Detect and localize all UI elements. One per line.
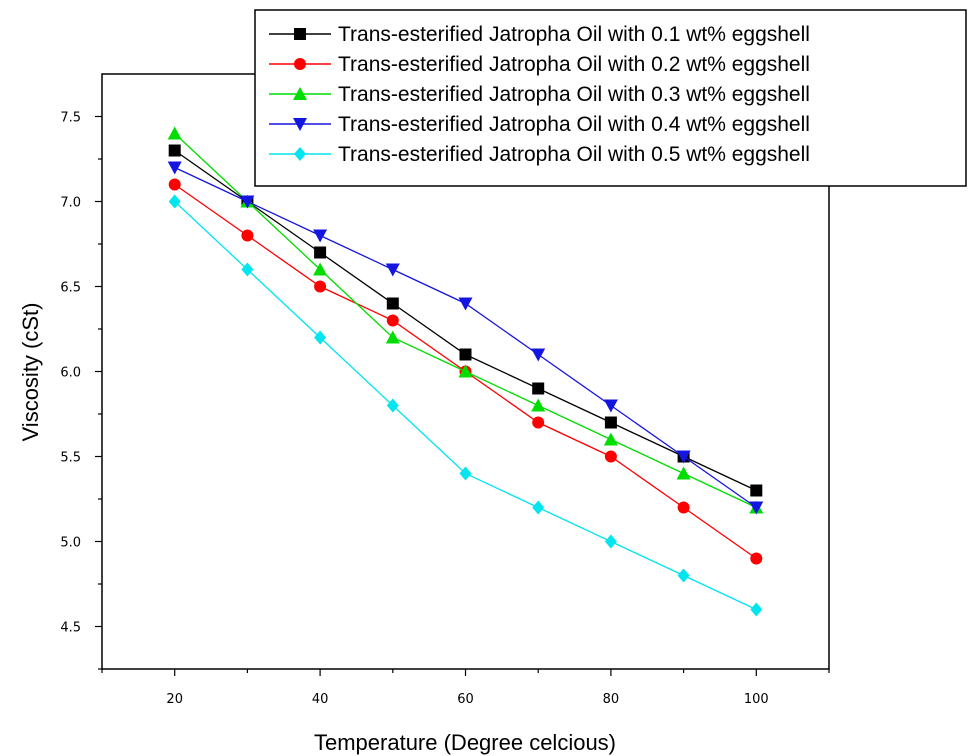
data-point (531, 348, 546, 362)
data-point (750, 602, 763, 617)
x-axis-title: Temperature (Degree celcious) (314, 730, 616, 755)
legend-label: Trans-esterified Jatropha Oil with 0.4 w… (338, 113, 810, 136)
x-tick-label: 20 (166, 692, 183, 707)
y-tick-label: 5.5 (60, 451, 81, 466)
data-point (750, 484, 763, 497)
y-tick-label: 7.0 (60, 196, 81, 211)
data-point (386, 398, 399, 413)
legend-box (254, 9, 967, 187)
series-3 (167, 126, 764, 514)
data-point (240, 195, 255, 209)
data-point (241, 229, 254, 242)
legend-marker (294, 58, 306, 70)
data-point (314, 330, 327, 345)
y-axis-title: Viscosity (cSt) (18, 303, 43, 442)
data-point (241, 262, 254, 277)
y-tick-label: 6.5 (60, 281, 81, 296)
series-4 (167, 161, 764, 515)
data-point (386, 297, 399, 310)
data-point (314, 246, 327, 259)
data-point (313, 229, 328, 243)
data-point (168, 144, 181, 157)
data-point (676, 466, 691, 480)
data-point (459, 466, 472, 481)
x-axis: 20 40 60 80 100 (101, 669, 830, 707)
series-layer (167, 126, 764, 617)
data-point (603, 399, 618, 413)
data-point (386, 314, 399, 327)
data-point (676, 450, 691, 464)
data-point (532, 416, 545, 429)
data-point (314, 280, 327, 293)
y-tick-label: 7.5 (60, 111, 81, 126)
y-axis: 4.5 5.0 5.5 6.0 6.5 7.0 7.5 (60, 111, 102, 670)
data-point (385, 330, 400, 344)
data-point (677, 501, 690, 514)
legend-marker (294, 147, 306, 161)
x-tick-label: 40 (312, 692, 329, 707)
data-point (604, 416, 617, 429)
legend: Trans-esterified Jatropha Oil with 0.1 w… (254, 9, 967, 187)
legend-label: Trans-esterified Jatropha Oil with 0.1 w… (338, 23, 810, 46)
data-point (532, 382, 545, 395)
data-point (313, 262, 328, 276)
data-point (531, 398, 546, 412)
data-point (385, 263, 400, 277)
legend-label: Trans-esterified Jatropha Oil with 0.5 w… (338, 143, 810, 166)
data-point (749, 501, 764, 515)
y-tick-label: 4.5 (60, 621, 81, 636)
y-tick-label: 5.0 (60, 536, 81, 551)
y-tick-label: 6.0 (60, 366, 81, 381)
data-point (168, 194, 181, 209)
data-point (604, 534, 617, 549)
legend-marker (294, 28, 306, 40)
series-5 (168, 194, 763, 617)
data-point (167, 126, 182, 140)
x-tick-label: 60 (457, 692, 474, 707)
legend-marker (293, 118, 307, 131)
data-point (458, 364, 473, 378)
legend-label: Trans-esterified Jatropha Oil with 0.3 w… (338, 83, 810, 106)
data-point (750, 552, 763, 565)
data-point (459, 348, 472, 361)
data-point (167, 161, 182, 175)
data-point (677, 568, 690, 583)
x-tick-label: 80 (603, 692, 620, 707)
x-tick-label: 100 (744, 692, 769, 707)
legend-label: Trans-esterified Jatropha Oil with 0.2 w… (338, 53, 810, 76)
data-point (604, 450, 617, 463)
data-point (603, 432, 618, 446)
data-point (532, 500, 545, 515)
legend-marker (293, 87, 307, 100)
data-point (458, 297, 473, 311)
data-point (168, 178, 181, 191)
